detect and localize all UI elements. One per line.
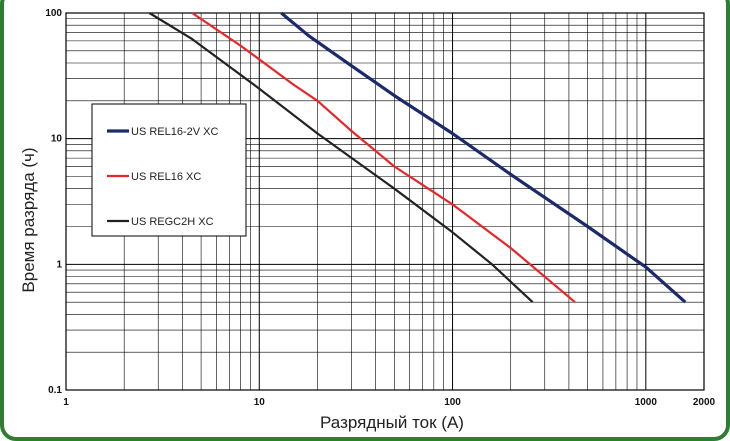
x-axis-label: Разрядный ток (А)	[320, 413, 464, 432]
series-line-3	[148, 12, 534, 304]
y-tick-label: 100	[45, 8, 62, 19]
legend-label: US REGC2H XC	[131, 216, 214, 228]
y-tick-label: 0.1	[48, 385, 62, 396]
x-tick-label: 2000	[693, 397, 716, 408]
x-tick-label: 1	[63, 397, 69, 408]
y-axis-ticks: 100 10 1 0.1	[45, 8, 62, 396]
legend-box	[91, 103, 247, 237]
legend-label: US REL16 XC	[131, 171, 201, 183]
legend: US REL16-2V XC US REL16 XC US REGC2H XC	[91, 103, 247, 237]
legend-label: US REL16-2V XC	[131, 126, 218, 138]
y-tick-label: 1	[56, 259, 62, 270]
series-lines	[148, 11, 687, 304]
series-line-2	[191, 12, 576, 304]
x-tick-label: 10	[254, 397, 266, 408]
series-line-1	[280, 11, 687, 304]
plot-area	[65, 12, 705, 391]
y-axis-label: Время разряда (ч)	[19, 147, 38, 292]
x-axis-ticks: 1 10 100 1000 2000	[63, 397, 715, 408]
y-tick-label: 10	[51, 134, 63, 145]
x-tick-label: 1000	[635, 397, 658, 408]
x-tick-label: 100	[444, 397, 461, 408]
